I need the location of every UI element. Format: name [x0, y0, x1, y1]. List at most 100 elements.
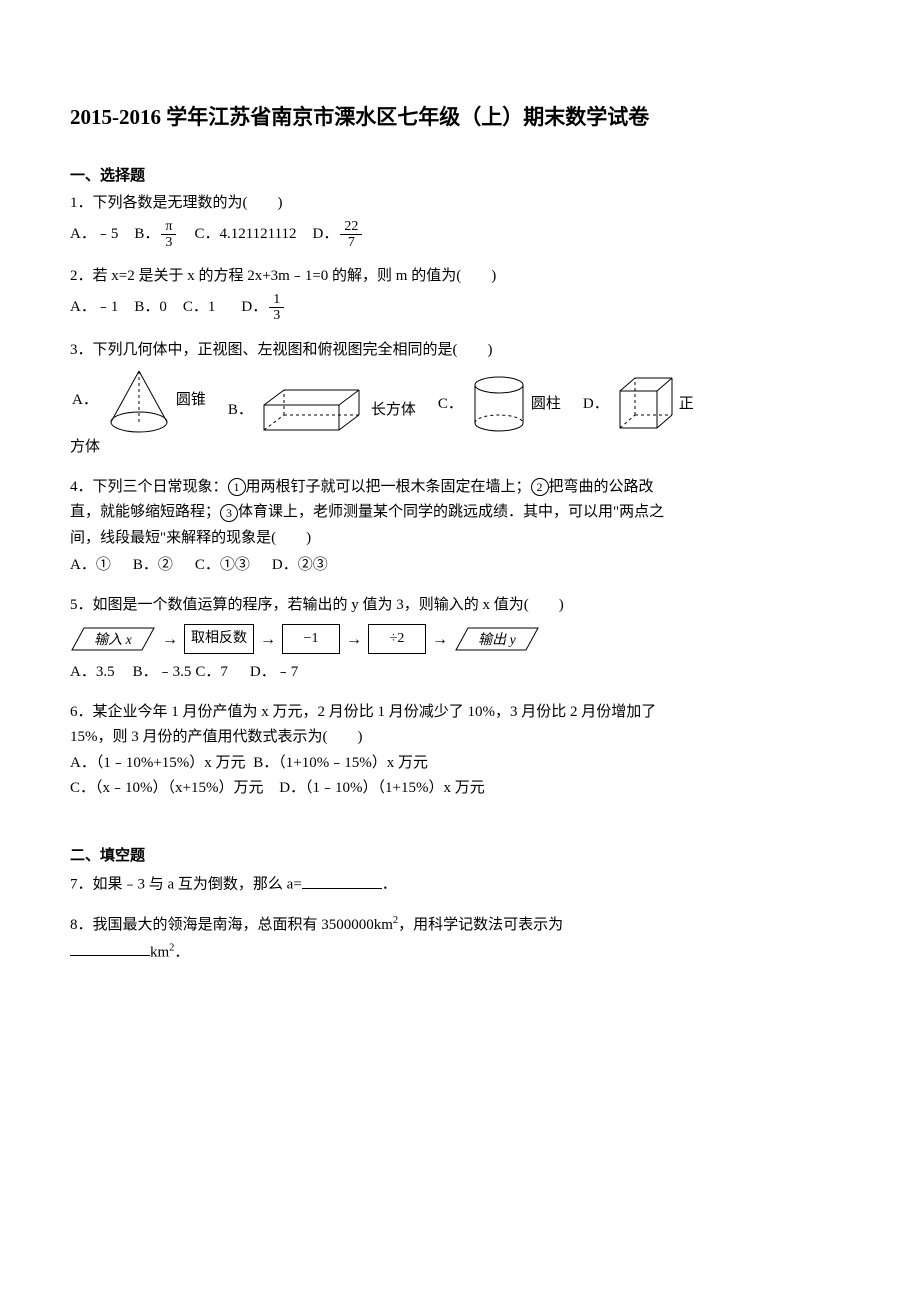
- q5-options: A．3.5 B．﹣3.5 C．7 D．﹣7: [70, 660, 850, 686]
- question-2: 2．若 x=2 是关于 x 的方程 2x+3m﹣1=0 的解，则 m 的值为( …: [70, 264, 850, 323]
- q3-d-name-pre: 正: [679, 392, 694, 418]
- q1-d-num: 22: [340, 219, 362, 235]
- q1-d-fraction: 22 7: [340, 219, 362, 251]
- q3-b-label: B．: [228, 398, 253, 424]
- q2-stem: 2．若 x=2 是关于 x 的方程 2x+3m﹣1=0 的解，则 m 的值为( …: [70, 264, 850, 290]
- q3-opt-d: D． 正: [581, 373, 700, 435]
- q4-opt-a: A．①: [70, 553, 111, 579]
- q1-options: A．﹣5 B． π 3 C．4.121121112 D． 22 7: [70, 219, 850, 251]
- q3-d-label: D．: [583, 392, 609, 418]
- q5-stem: 5．如图是一个数值运算的程序，若输出的 y 值为 3，则输入的 x 值为( ): [70, 593, 850, 619]
- q3-c-name: 圆柱: [531, 392, 561, 418]
- question-8: 8．我国最大的领海是南海，总面积有 3500000km2，用科学记数法可表示为 …: [70, 912, 850, 966]
- q3-options: A． 圆锥 B． 长方体: [70, 365, 850, 435]
- flow-input-text: 输入 x: [70, 629, 156, 653]
- q5-opt-a: A．3.5: [70, 660, 115, 686]
- q3-stem: 3．下列几何体中，正视图、左视图和俯视图完全相同的是( ): [70, 338, 850, 364]
- circled-2a-icon: 2: [531, 478, 549, 496]
- flow-output: 输出 y: [454, 626, 540, 652]
- q4-c1: 用两根钉子就可以把一根木条固定在墙上；: [246, 479, 531, 495]
- arrow-icon: →: [432, 626, 448, 653]
- q1-stem: 1．下列各数是无理数的为( ): [70, 191, 850, 217]
- cone-icon: [104, 365, 174, 435]
- q5-opt-c: C．7: [195, 660, 228, 686]
- q1-d-label: D．: [313, 222, 339, 248]
- page-title: 2015-2016 学年江苏省南京市溧水区七年级（上）期末数学试卷: [70, 100, 850, 136]
- q1-opt-c: C．4.121121112: [194, 222, 296, 248]
- q3-d-name-post: 方体: [70, 435, 850, 461]
- section-1-header: 一、选择题: [70, 164, 850, 190]
- q5-opt-d: D．﹣7: [250, 660, 298, 686]
- question-7: 7．如果﹣3 与 a 互为倒数，那么 a= ．: [70, 871, 850, 898]
- circled-1a-icon: 1: [228, 478, 246, 496]
- q2-d-fraction: 1 3: [269, 292, 284, 324]
- q6-opt-d: D．（1﹣10%）（1+15%）x 万元: [279, 780, 485, 796]
- q8-line2: km2．: [70, 939, 850, 966]
- q4-options: A．① B．② C．①③ D．②③: [70, 553, 850, 579]
- q3-a-label: A．: [72, 388, 98, 414]
- q4-line2: 直，就能够缩短路程；3体育课上，老师测量某个同学的跳远成绩．其中，可以用"两点之: [70, 500, 850, 526]
- section-2-header: 二、填空题: [70, 844, 850, 870]
- q4-line1: 4．下列三个日常现象：1用两根钉子就可以把一根木条固定在墙上；2把弯曲的公路改: [70, 475, 850, 501]
- q8-l1b: ，用科学记数法可表示为: [398, 917, 563, 933]
- q1-d-den: 7: [344, 235, 359, 250]
- q8-post: ．: [174, 944, 189, 960]
- q2-opt-b: B．0: [134, 295, 167, 321]
- q1-opt-b: B． π 3: [134, 219, 178, 251]
- q2-opt-d: D． 1 3: [241, 292, 286, 324]
- q3-a-name: 圆锥: [176, 388, 206, 414]
- q7-pre: 7．如果﹣3 与 a 互为倒数，那么 a=: [70, 877, 302, 893]
- q4-l1a: 4．下列三个日常现象：: [70, 479, 228, 495]
- q2-opt-a: A．﹣1: [70, 295, 118, 321]
- arrow-icon: →: [346, 626, 362, 653]
- q7-post: ．: [382, 877, 397, 893]
- cuboid-icon: [259, 385, 369, 435]
- q6-opt-a: A．（1﹣10%+15%）x 万元: [70, 755, 246, 771]
- q2-d-den: 3: [269, 308, 284, 323]
- q8-blank: [70, 939, 150, 957]
- q4-c3: 体育课上，老师测量某个同学的跳远成绩．其中，可以用"两点之: [238, 504, 664, 520]
- arrow-icon: →: [260, 626, 276, 653]
- q4-l2a: 直，就能够缩短路程；: [70, 504, 220, 520]
- q4-opt-b: B．②: [133, 553, 173, 579]
- q4-c2: 把弯曲的公路改: [549, 479, 654, 495]
- q4-line3: 间，线段最短"来解释的现象是( ): [70, 526, 850, 552]
- q1-b-num: π: [161, 219, 176, 235]
- q6-line1: 6．某企业今年 1 月份产值为 x 万元，2 月份比 1 月份减少了 10%，3…: [70, 700, 850, 726]
- q3-b-name: 长方体: [371, 398, 416, 424]
- q1-b-fraction: π 3: [161, 219, 176, 251]
- q3-opt-c: C． 圆柱: [436, 373, 567, 435]
- flow-box-3: ÷2: [368, 624, 426, 654]
- question-6: 6．某企业今年 1 月份产值为 x 万元，2 月份比 1 月份减少了 10%，3…: [70, 700, 850, 802]
- q1-b-den: 3: [161, 235, 176, 250]
- q5-flowchart: 输入 x → 取相反数 → −1 → ÷2 → 输出 y: [70, 624, 850, 654]
- q8-line1: 8．我国最大的领海是南海，总面积有 3500000km2，用科学记数法可表示为: [70, 912, 850, 939]
- flow-input: 输入 x: [70, 626, 156, 652]
- q6-opt-b: B．（1+10%﹣15%）x 万元: [253, 755, 428, 771]
- q8-unit: km: [150, 944, 169, 960]
- q8-l1a: 8．我国最大的领海是南海，总面积有 3500000km: [70, 917, 393, 933]
- q6-line2: 15%，则 3 月份的产值用代数式表示为( ): [70, 725, 850, 751]
- q6-row1: A．（1﹣10%+15%）x 万元 B．（1+10%﹣15%）x 万元: [70, 751, 850, 777]
- q1-opt-d: D． 22 7: [313, 219, 365, 251]
- cube-icon: [615, 373, 677, 435]
- q2-d-label: D．: [241, 295, 267, 321]
- flow-box-1: 取相反数: [184, 624, 254, 654]
- flow-box-2: −1: [282, 624, 340, 654]
- question-3: 3．下列几何体中，正视图、左视图和俯视图完全相同的是( ) A． 圆锥 B．: [70, 338, 850, 461]
- q3-opt-a: A． 圆锥: [70, 365, 212, 435]
- question-4: 4．下列三个日常现象：1用两根钉子就可以把一根木条固定在墙上；2把弯曲的公路改 …: [70, 475, 850, 579]
- q1-b-label: B．: [134, 222, 159, 248]
- cylinder-icon: [469, 373, 529, 435]
- q7-blank: [302, 871, 382, 889]
- q2-opt-c: C．1: [183, 295, 216, 321]
- q2-options: A．﹣1 B．0 C．1 D． 1 3: [70, 292, 850, 324]
- q3-opt-b: B． 长方体: [226, 385, 422, 435]
- q6-opt-c: C．（x﹣10%）（x+15%）万元: [70, 780, 263, 796]
- q6-row2: C．（x﹣10%）（x+15%）万元 D．（1﹣10%）（1+15%）x 万元: [70, 776, 850, 802]
- q2-d-num: 1: [269, 292, 284, 308]
- spacer: [70, 816, 850, 830]
- question-5: 5．如图是一个数值运算的程序，若输出的 y 值为 3，则输入的 x 值为( ) …: [70, 593, 850, 686]
- q3-c-label: C．: [438, 392, 463, 418]
- q1-opt-a: A．﹣5: [70, 222, 118, 248]
